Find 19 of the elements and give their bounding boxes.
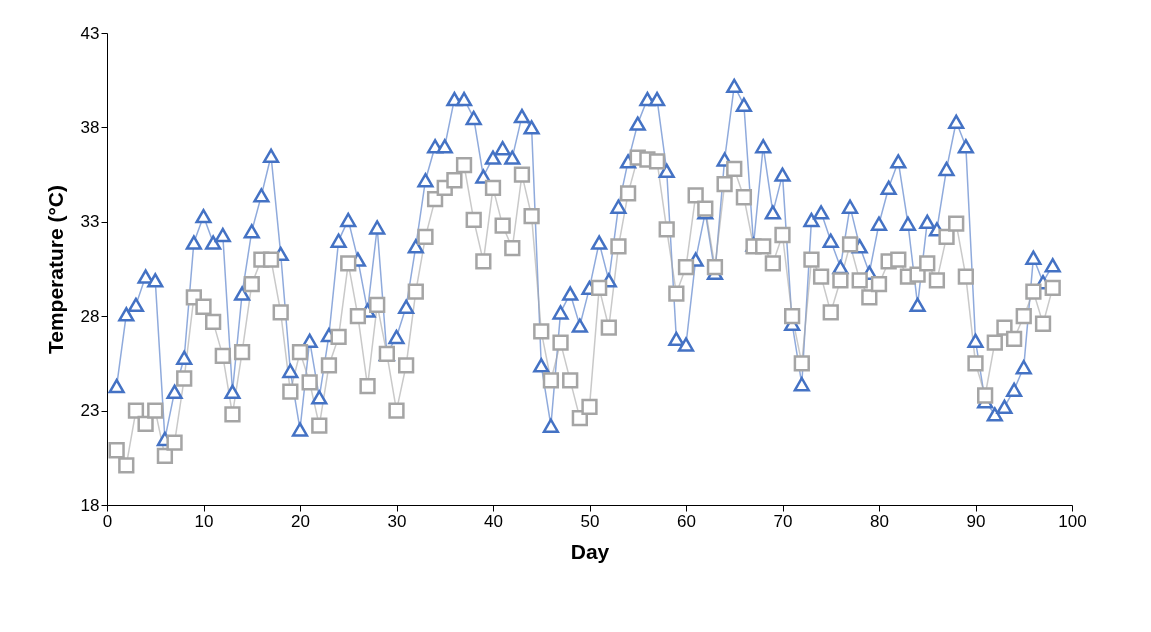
x-tick-label: 70	[773, 511, 793, 531]
x-tick-label: 40	[484, 511, 503, 531]
y-tick-label: 23	[80, 401, 100, 421]
y-tick-label: 18	[80, 495, 100, 515]
x-tick-label: 100	[1058, 511, 1087, 531]
x-tick-label: 80	[870, 511, 889, 531]
x-tick-label: 60	[677, 511, 696, 531]
x-tick-label: 30	[387, 511, 407, 531]
x-tick-label: 20	[291, 511, 310, 531]
y-tick-label: 43	[80, 23, 100, 43]
y-tick-label: 38	[80, 117, 100, 137]
y-tick-label: 33	[80, 212, 100, 232]
x-axis-title: Day	[570, 539, 610, 563]
y-axis-title: Temperature (°C)	[43, 184, 67, 355]
x-tick-label: 10	[194, 511, 214, 531]
x-tick-label: 90	[966, 511, 986, 531]
x-tick-label: 0	[102, 511, 113, 531]
y-tick-label: 28	[80, 306, 100, 326]
x-tick-label: 50	[580, 511, 600, 531]
